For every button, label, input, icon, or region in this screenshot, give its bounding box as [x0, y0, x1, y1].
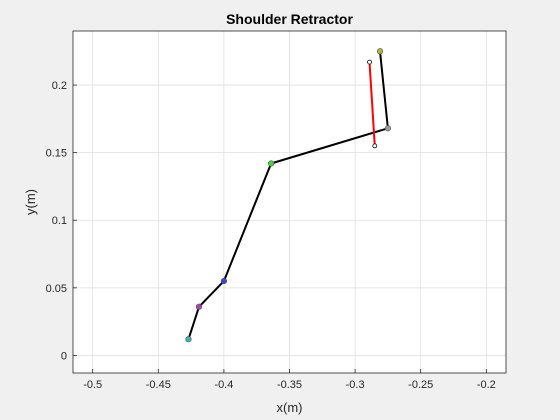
x-tick-label: -0.4: [214, 379, 233, 391]
x-tick-label: -0.2: [477, 379, 496, 391]
joint-point: [195, 303, 203, 310]
retractor-line: [368, 62, 376, 146]
y-tick-label: 0.1: [52, 215, 67, 227]
x-tick-label: -0.3: [346, 379, 365, 391]
marker-point: [372, 143, 378, 149]
y-tick-label: 0.15: [46, 148, 67, 160]
joint-point: [376, 48, 384, 55]
linkage-line: [187, 51, 389, 340]
grid: [73, 31, 506, 373]
chart-title: Shoulder Retractor: [226, 11, 353, 27]
x-tick-label: -0.25: [408, 379, 433, 391]
x-axis-label: x(m): [277, 400, 303, 415]
joint-point: [220, 277, 227, 285]
x-tick-label: -0.5: [83, 379, 102, 391]
x-tick-label: -0.35: [277, 379, 302, 391]
y-tick-label: 0.05: [46, 283, 67, 295]
y-tick-label: 0: [61, 350, 67, 362]
y-tick-label: 0.2: [52, 80, 67, 92]
joint-point: [185, 336, 192, 343]
x-tick-label: -0.45: [146, 379, 171, 391]
joint-point: [384, 125, 392, 132]
joint-point: [268, 160, 275, 167]
y-axis-label: y(m): [23, 189, 38, 215]
marker-point: [367, 59, 372, 65]
ticks: -0.5 -0.45 -0.4 -0.35 -0.3 -0.25 -0.2 0 0.05 0.1 0…: [46, 80, 496, 391]
data-layer: [185, 48, 392, 343]
